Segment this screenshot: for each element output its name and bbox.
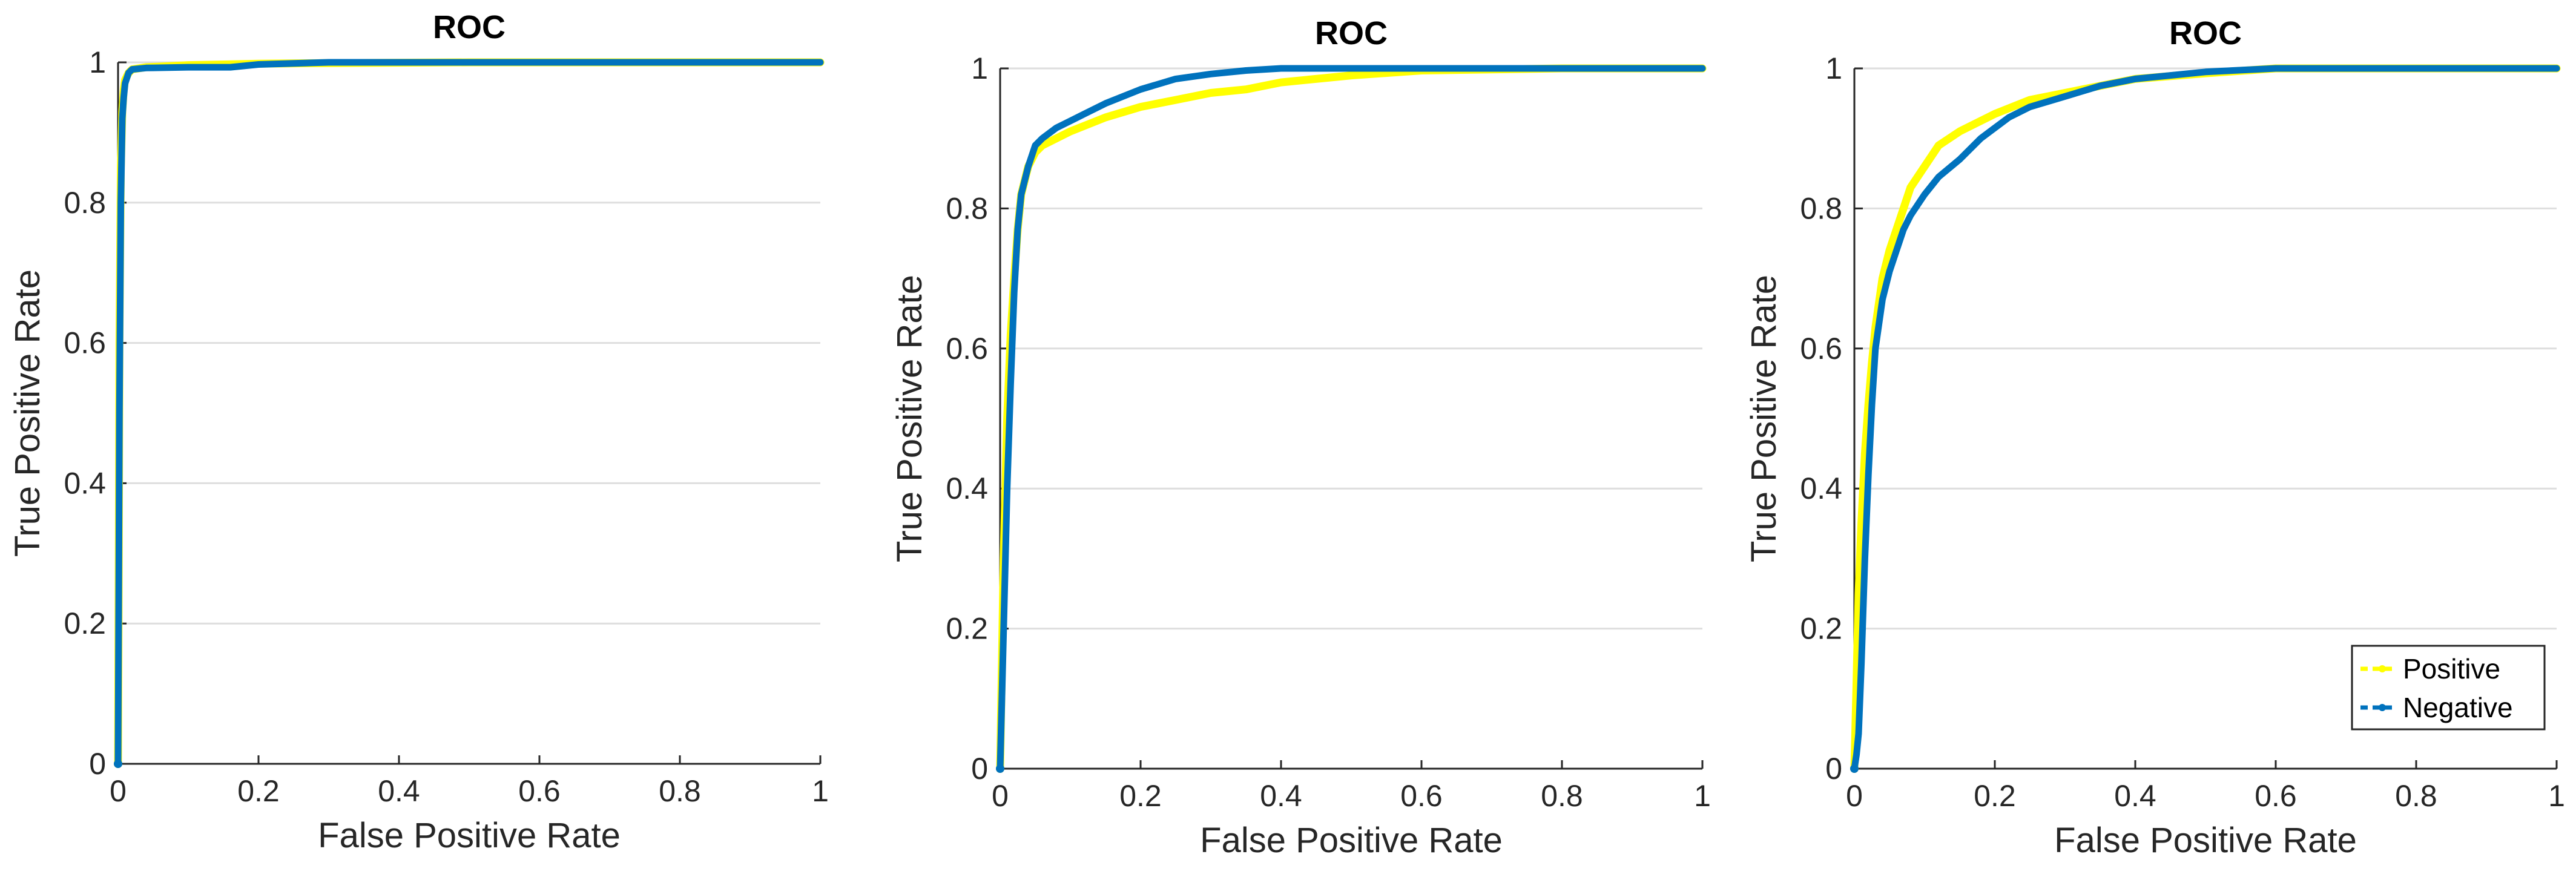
legend-marker-negative [2379,704,2386,711]
series-line-negative [114,59,824,767]
y-tick-label: 0.8 [1800,191,1842,225]
y-tick-label: 0.4 [1800,471,1842,505]
x-tick-label: 0.4 [378,774,420,808]
series-line-negative [1851,65,2560,772]
x-tick-label: 0.4 [1260,779,1302,813]
x-tick-label: 0.6 [2255,779,2297,813]
y-tick-label: 0.6 [64,326,106,360]
y-tick-label: 0 [971,752,988,786]
y-tick-label: 0.2 [64,606,106,640]
legend-marker-positive [2379,665,2386,672]
legend-label-negative: Negative [2403,692,2513,723]
x-tick-label: 0 [992,779,1009,813]
y-axis-label: True Positive Rate [890,275,929,562]
roc-panel-2: 0 0.2 0.4 0.6 0.8 1 0 0.2 0.4 0.6 0.8 1 ROC False Pos… [890,15,1711,860]
x-tick-label: 0.8 [1541,779,1583,813]
x-tick-label: 0.2 [237,774,280,808]
y-tick-label: 0.4 [946,471,988,505]
series-start-point [114,760,122,768]
chart-title: ROC [433,9,506,45]
x-tick-label: 0.2 [1974,779,2016,813]
roc-panels: 0 0.2 0.4 0.6 0.8 1 0 0.2 0.4 0.6 0.8 1 ROC False Pos… [8,9,2565,860]
chart-title: ROC [1315,15,1388,51]
x-tick-label: 1 [2548,779,2565,813]
x-tick-label: 0 [110,774,127,808]
x-tick-label: 1 [812,774,829,808]
roc-panel-1: 0 0.2 0.4 0.6 0.8 1 0 0.2 0.4 0.6 0.8 1 ROC False Pos… [8,9,829,855]
series-start-point [1850,764,1859,773]
x-tick-label: 0.8 [2395,779,2437,813]
y-tick-label: 0.8 [946,191,988,225]
x-tick-label: 0.6 [518,774,561,808]
y-tick-label: 0.6 [1800,332,1842,366]
roc-panel-3: 0 0.2 0.4 0.6 0.8 1 0 0.2 0.4 0.6 0.8 1 ROC False Pos… [1744,15,2565,860]
x-tick-label: 0.6 [1400,779,1443,813]
y-tick-label: 1 [89,45,106,79]
y-tick-label: 1 [971,51,988,85]
y-tick-label: 0 [1825,752,1842,786]
series-line-negative [996,65,1706,772]
chart-title: ROC [2169,15,2242,51]
y-axis-label: True Positive Rate [8,269,47,557]
x-tick-label: 0.2 [1119,779,1162,813]
y-tick-label: 0.2 [1800,612,1842,646]
x-tick-label: 0.4 [2114,779,2156,813]
y-tick-label: 0.4 [64,466,106,500]
x-tick-label: 0 [1846,779,1863,813]
x-axis-label: False Positive Rate [318,816,621,855]
y-tick-label: 0.2 [946,612,988,646]
y-tick-label: 0 [89,747,106,781]
y-tick-label: 1 [1825,51,1842,85]
x-tick-label: 0.8 [659,774,701,808]
x-tick-label: 1 [1694,779,1711,813]
legend-label-positive: Positive [2403,653,2500,685]
x-axis-label: False Positive Rate [2054,821,2357,860]
y-tick-label: 0.8 [64,186,106,220]
y-tick-label: 0.6 [946,332,988,366]
legend-box [2351,645,2546,731]
legend: Positive Negative [2351,645,2546,731]
y-axis-label: True Positive Rate [1744,275,1784,562]
series-start-point [996,764,1004,773]
x-axis-label: False Positive Rate [1200,821,1503,860]
